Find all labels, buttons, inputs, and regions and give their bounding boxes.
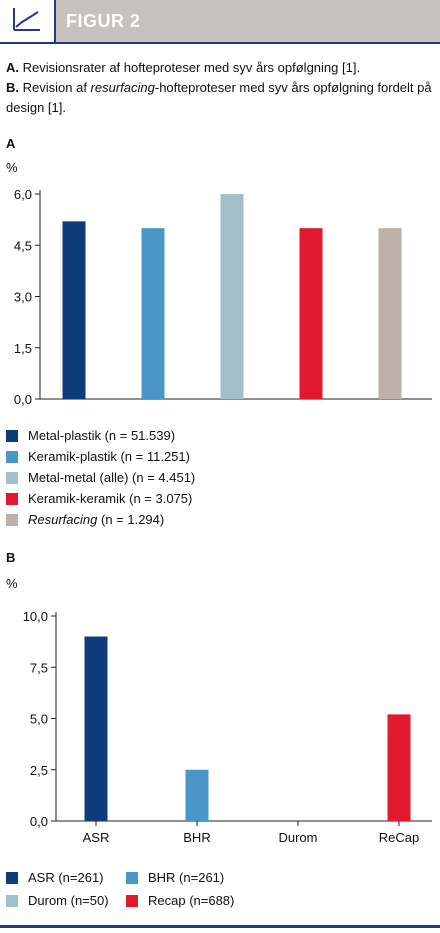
- panel-b-unit: %: [6, 576, 18, 591]
- legend-a-item: Keramik-plastik (n = 11.251): [6, 446, 195, 467]
- legend-b-item: ASR (n=261): [6, 870, 126, 885]
- figure-caption: A. Revisionsrater af hofteproteser med s…: [6, 58, 436, 118]
- bar-resurfacing: [378, 228, 402, 399]
- bar-asr: [84, 636, 108, 821]
- caption-b-text-after: -hofteproteser med syv års opfølgning fo…: [6, 80, 432, 115]
- bar-bhr: [185, 769, 209, 821]
- figure-header: FIGUR 2: [0, 0, 440, 44]
- legend-b-swatch: [126, 894, 138, 907]
- legend-a-item: Metal-plastik (n = 51.539): [6, 425, 195, 446]
- y-tick-label: 3,0: [14, 290, 32, 305]
- legend-a-swatch: [6, 429, 18, 442]
- caption-b-text-italic: resurfacing: [90, 80, 155, 95]
- legend-a: Metal-plastik (n = 51.539) Keramik-plast…: [6, 425, 195, 530]
- line-chart-icon: [0, 0, 56, 42]
- y-tick-label: 6,0: [14, 187, 32, 202]
- legend-b-swatch: [6, 871, 18, 884]
- legend-a-swatch: [6, 492, 18, 505]
- legend-b-item: Recap (n=688): [126, 893, 266, 908]
- panel-a-unit: %: [6, 160, 18, 175]
- x-tick-label: ReCap: [379, 830, 419, 845]
- legend-a-item: Keramik-keramik (n = 3.075): [6, 488, 195, 509]
- y-tick-label: 0,0: [14, 392, 32, 407]
- legend-a-item: Resurfacing (n = 1.294): [6, 509, 195, 530]
- chart-b: 0,0 2,5 5,0 7,5 10,0 ASR BHR Durom ReCap: [23, 609, 432, 845]
- legend-a-swatch: [6, 450, 18, 463]
- bar-keramik-plastik: [141, 228, 165, 399]
- caption-a-text: Revisionsrater af hofteproteser med syv …: [22, 60, 361, 75]
- y-tick-label: 4,5: [14, 238, 32, 253]
- bar-recap: [387, 714, 411, 821]
- panel-a-letter: A: [6, 136, 16, 151]
- x-tick-label: BHR: [183, 830, 210, 845]
- caption-a-prefix: A.: [6, 60, 19, 75]
- y-tick-label: 2,5: [30, 763, 48, 778]
- x-tick-label: Durom: [278, 830, 317, 845]
- legend-a-swatch: [6, 471, 18, 484]
- legend-a-label: Keramik-keramik (n = 3.075): [28, 491, 193, 506]
- legend-b-label: Recap (n=688): [148, 893, 235, 908]
- legend-b-swatch: [126, 871, 138, 884]
- legend-b-item: BHR (n=261): [126, 870, 266, 885]
- y-tick-label: 0,0: [30, 814, 48, 829]
- legend-a-label-italic: Resurfacing: [28, 512, 98, 527]
- chart-a: 0,0 1,5 3,0 4,5 6,0: [14, 187, 432, 407]
- legend-a-swatch: [6, 513, 18, 526]
- footer-rule: [0, 925, 440, 928]
- caption-a: A. Revisionsrater af hofteproteser med s…: [6, 58, 436, 78]
- y-tick-label: 7,5: [30, 660, 48, 675]
- y-tick-label: 5,0: [30, 712, 48, 727]
- legend-b: ASR (n=261) BHR (n=261) Durom (n=50) Rec…: [6, 870, 266, 908]
- legend-a-label: Keramik-plastik (n = 11.251): [28, 449, 190, 464]
- legend-b-item: Durom (n=50): [6, 893, 126, 908]
- legend-b-swatch: [6, 894, 18, 907]
- y-tick-label: 1,5: [14, 341, 32, 356]
- bar-metal-metal-alle-: [220, 194, 244, 399]
- legend-a-label-rest: (n = 1.294): [97, 512, 165, 527]
- figure-title: FIGUR 2: [66, 11, 141, 31]
- legend-a-item: Metal-metal (alle) (n = 4.451): [6, 467, 195, 488]
- caption-b: B. Revision af resurfacing-hofteproteser…: [6, 78, 436, 118]
- x-tick-label: ASR: [83, 830, 110, 845]
- bar-metal-plastik: [62, 221, 86, 399]
- legend-b-label: Durom (n=50): [28, 893, 109, 908]
- panel-b-letter: B: [6, 550, 16, 565]
- legend-b-label: BHR (n=261): [148, 870, 225, 885]
- y-tick-label: 10,0: [23, 609, 48, 624]
- caption-b-prefix: B.: [6, 80, 19, 95]
- legend-a-label: Metal-plastik (n = 51.539): [28, 428, 176, 443]
- legend-a-label: Metal-metal (alle) (n = 4.451): [28, 470, 196, 485]
- caption-b-text-before: Revision af: [22, 80, 91, 95]
- legend-b-label: ASR (n=261): [28, 870, 104, 885]
- bar-keramik-keramik: [299, 228, 323, 399]
